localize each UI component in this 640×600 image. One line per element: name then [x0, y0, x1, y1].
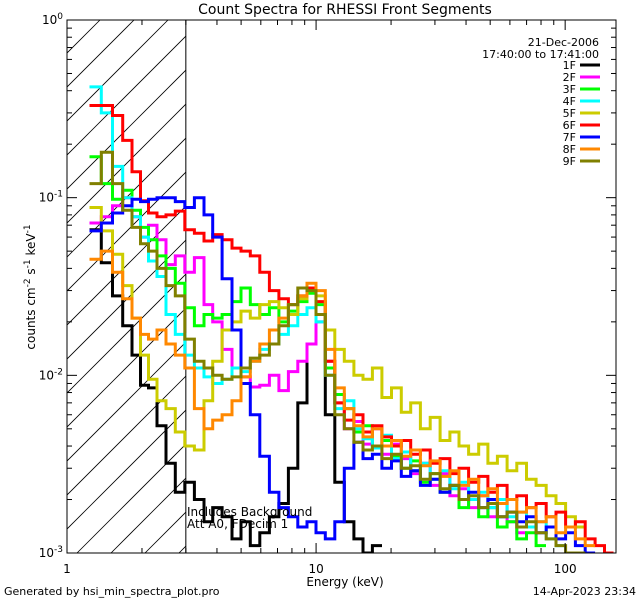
legend-label-4f: 4F	[563, 95, 576, 108]
series-line-8f	[89, 249, 596, 548]
x-tick-label: 10	[308, 562, 323, 576]
y-label-base: counts cm	[24, 287, 38, 349]
legend-label-7f: 7F	[563, 131, 576, 144]
x-axis-label: Energy (keV)	[306, 575, 383, 589]
generated-by: Generated by hsi_min_spectra_plot.pro	[4, 585, 220, 598]
series-line-5f	[89, 206, 586, 529]
hatch-line	[67, 409, 186, 530]
footer-timestamp: 14-Apr-2023 23:34	[533, 585, 636, 598]
time-range-label: 17:40:00 to 17:41:00	[482, 48, 599, 61]
series-lines	[89, 85, 614, 553]
legend-label-8f: 8F	[563, 143, 576, 156]
date-label: 21-Dec-2006	[528, 36, 599, 49]
y-label-mid2: keV	[24, 233, 38, 260]
y-label-exp2: -1	[23, 259, 33, 268]
y-tick-labels: 100 10-1 10-2 10-3	[39, 12, 64, 560]
hatch-line	[67, 375, 186, 496]
hatch-line	[67, 239, 186, 360]
x-tick-labels: 1 10 100	[63, 562, 576, 576]
legend-label-5f: 5F	[563, 107, 576, 120]
y-label-exp1: -2	[23, 278, 33, 287]
series-line-1f	[89, 228, 382, 553]
y-tick-label: 10-1	[39, 190, 63, 205]
legend-label-2f: 2F	[563, 71, 576, 84]
legend-label-3f: 3F	[563, 83, 576, 96]
hatch-line	[67, 103, 186, 224]
y-label-mid1: s	[24, 268, 38, 278]
series-line-9f	[89, 150, 586, 553]
legend-label-6f: 6F	[563, 119, 576, 132]
y-tick-label: 10-2	[39, 367, 63, 382]
axes	[66, 19, 617, 554]
x-tick-label: 100	[554, 562, 577, 576]
attenuator-note: Att A0, FDecim 1	[187, 517, 288, 531]
background-note: Includes Background	[187, 505, 312, 519]
y-tick-label: 100	[42, 12, 63, 27]
plot-frame	[66, 19, 617, 554]
chart-title: Count Spectra for RHESSI Front Segments	[198, 2, 492, 18]
hatch-line	[67, 20, 169, 122]
hatch-line	[67, 205, 186, 326]
x-tick-label: 1	[63, 562, 71, 576]
y-label-exp3: -1	[23, 224, 33, 233]
hatch-line	[67, 171, 186, 292]
legend-label-9f: 9F	[563, 155, 576, 168]
y-axis-label: counts cm-2 s-1 keV-1	[23, 224, 38, 349]
hatch-line	[67, 69, 186, 190]
y-tick-label: 10-3	[39, 545, 63, 560]
legend-label-1f: 1F	[563, 59, 576, 72]
